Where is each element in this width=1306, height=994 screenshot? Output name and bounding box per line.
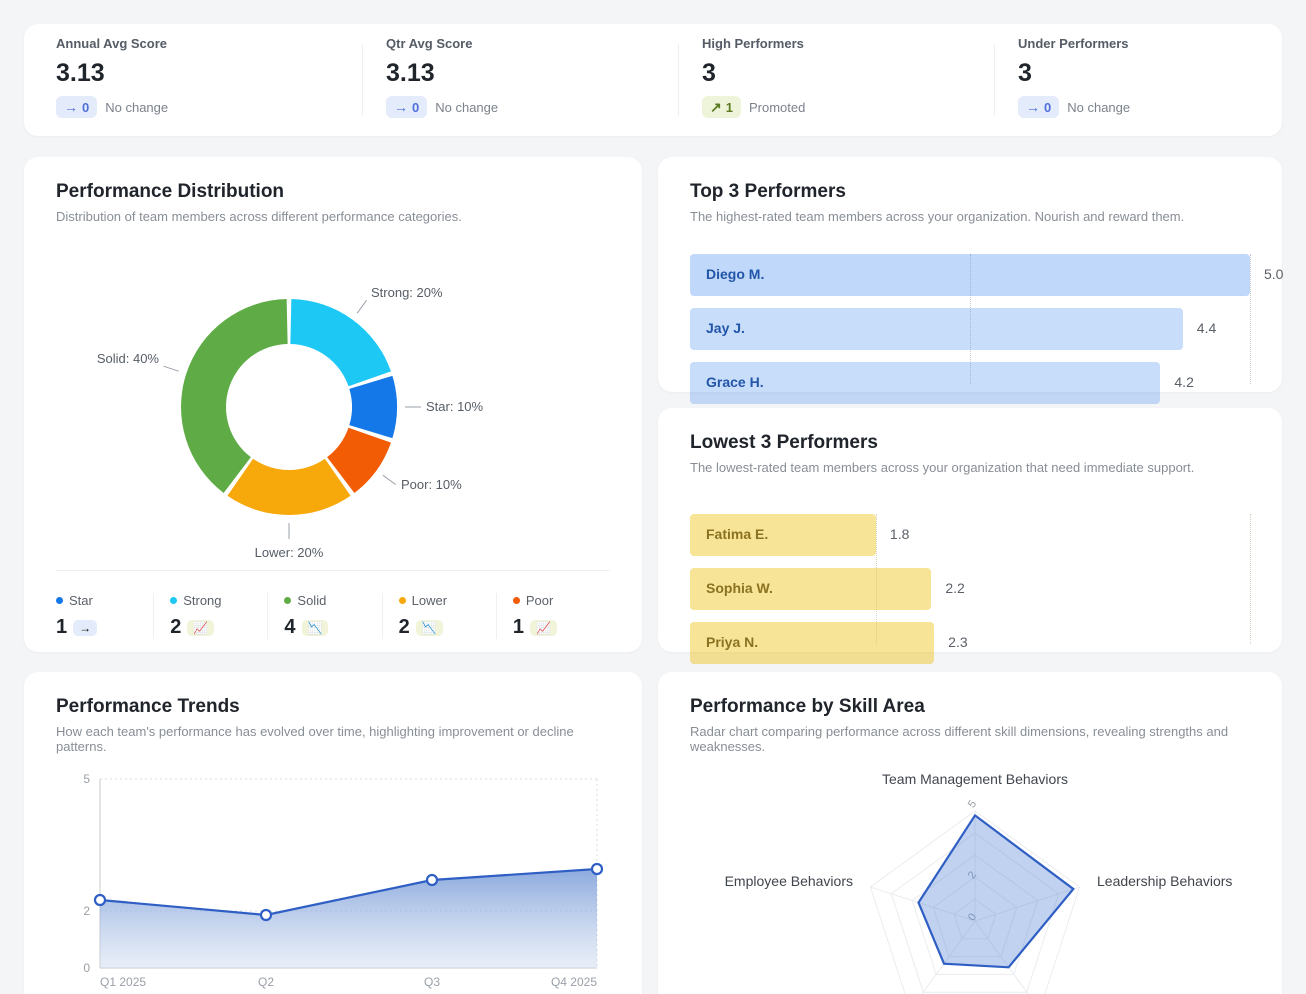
svg-text:Star: 10%: Star: 10% <box>426 399 484 414</box>
svg-text:Q3: Q3 <box>424 975 440 989</box>
svg-text:Poor: 10%: Poor: 10% <box>401 477 462 492</box>
svg-text:Leadership Behaviors: Leadership Behaviors <box>1097 873 1232 889</box>
svg-text:Q4 2025: Q4 2025 <box>551 975 597 989</box>
svg-text:Solid: 40%: Solid: 40% <box>97 351 160 366</box>
svg-text:Lower: 20%: Lower: 20% <box>255 545 324 560</box>
svg-text:0: 0 <box>83 961 90 975</box>
svg-text:Q2: Q2 <box>258 975 274 989</box>
svg-text:2: 2 <box>83 904 90 918</box>
svg-text:Employee Behaviors: Employee Behaviors <box>725 873 853 889</box>
svg-text:Q1 2025: Q1 2025 <box>100 975 146 989</box>
svg-text:5: 5 <box>966 798 979 810</box>
svg-text:Team Management Behaviors: Team Management Behaviors <box>882 771 1068 787</box>
svg-text:Strong: 20%: Strong: 20% <box>371 285 443 300</box>
svg-text:5: 5 <box>83 772 90 786</box>
